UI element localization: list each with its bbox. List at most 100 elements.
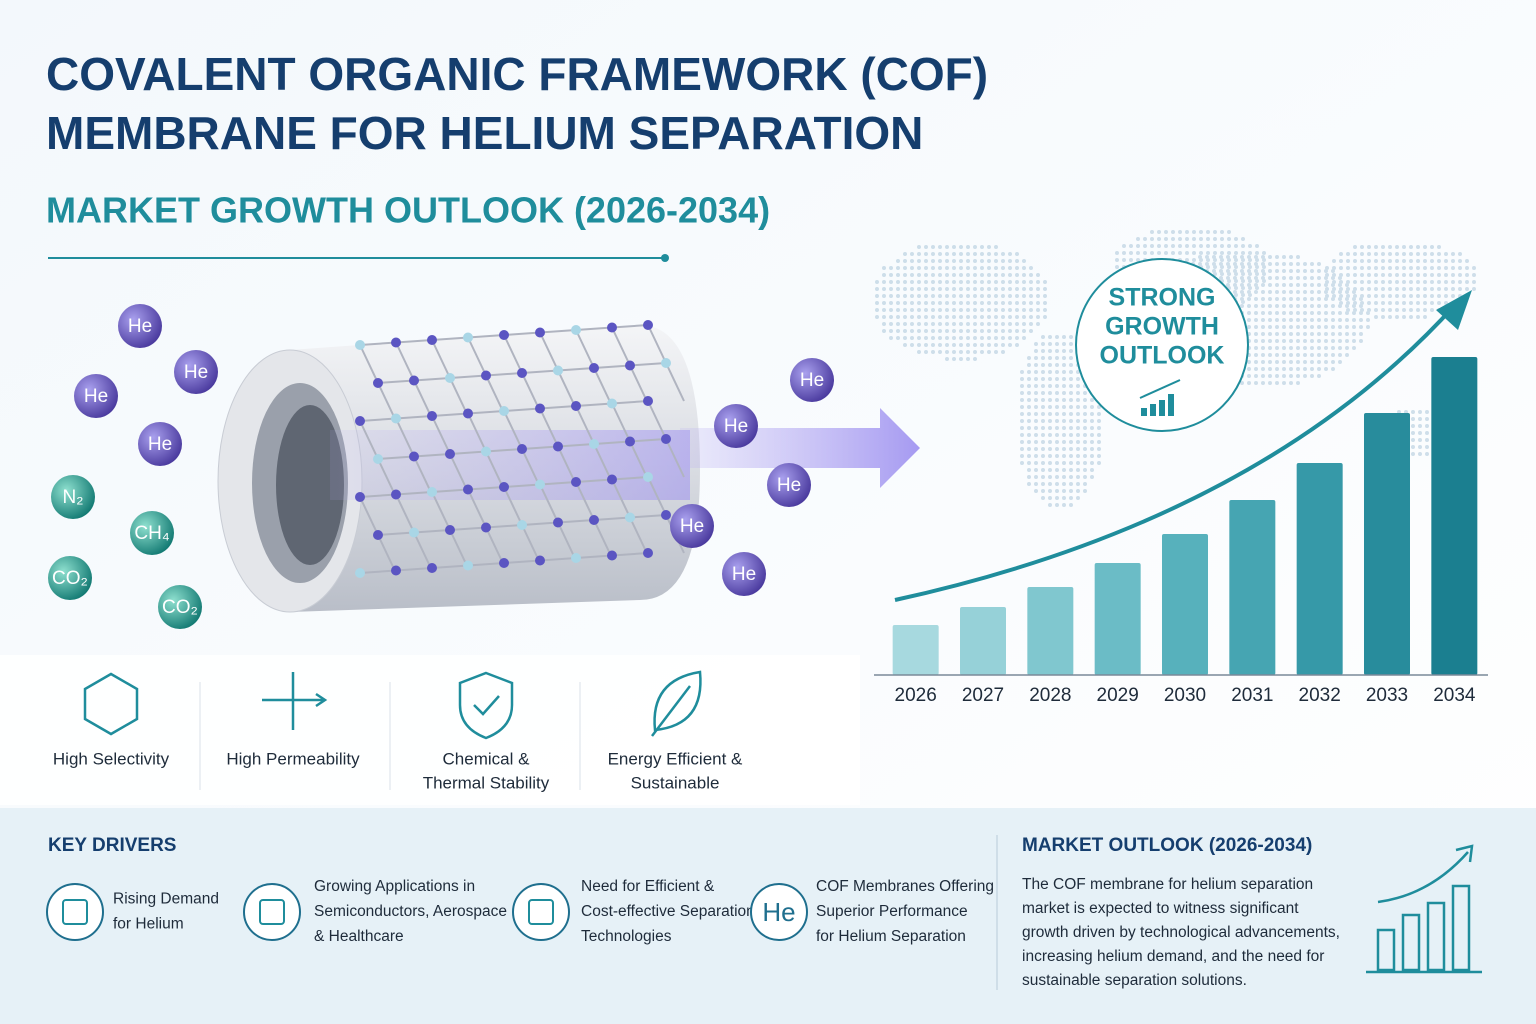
map-dot — [1331, 269, 1335, 273]
map-dot — [1374, 259, 1378, 263]
map-dot — [1055, 447, 1059, 451]
map-dot — [1254, 367, 1258, 371]
map-dot — [980, 315, 984, 319]
map-dot — [1310, 304, 1314, 308]
map-dot — [882, 287, 886, 291]
map-dot — [1289, 360, 1293, 364]
atom — [355, 340, 365, 350]
molecule-label: CO₂ — [162, 597, 198, 618]
map-dot — [1171, 251, 1175, 255]
map-dot — [882, 308, 886, 312]
badge-circle — [1075, 258, 1249, 432]
map-dot — [1324, 283, 1328, 287]
map-dot — [1234, 251, 1238, 255]
driver-icon-shape — [62, 899, 88, 925]
map-dot — [1247, 290, 1251, 294]
map-dot — [1247, 283, 1251, 287]
driver-text: Technologies — [581, 928, 672, 945]
map-dot — [924, 329, 928, 333]
map-dot — [1034, 384, 1038, 388]
map-dot — [1097, 440, 1101, 444]
map-dot — [1409, 245, 1413, 249]
map-dot — [1055, 370, 1059, 374]
map-dot — [1213, 237, 1217, 241]
map-dot — [1069, 440, 1073, 444]
map-dot — [1001, 266, 1005, 270]
map-dot — [1437, 301, 1441, 305]
map-dot — [1282, 276, 1286, 280]
map-dot — [1275, 353, 1279, 357]
map-dot — [1409, 287, 1413, 291]
map-dot — [980, 273, 984, 277]
map-dot — [1262, 251, 1266, 255]
map-dot — [1122, 258, 1126, 262]
map-dot — [980, 287, 984, 291]
molecule — [138, 422, 182, 466]
map-dot — [1020, 384, 1024, 388]
atom — [481, 370, 491, 381]
map-dot — [1062, 482, 1066, 486]
map-dot — [1069, 405, 1073, 409]
map-dot — [1331, 360, 1335, 364]
molecule — [118, 304, 162, 348]
map-dot — [1027, 370, 1031, 374]
map-dot — [1219, 255, 1223, 259]
map-dot — [1020, 447, 1024, 451]
map-dot — [1062, 475, 1066, 479]
map-dot — [1062, 356, 1066, 360]
map-dot — [1289, 262, 1293, 266]
map-dot — [980, 294, 984, 298]
atom — [481, 522, 491, 533]
map-dot — [1192, 230, 1196, 234]
map-dot — [1418, 438, 1422, 442]
map-dot — [1062, 391, 1066, 395]
map-dot — [931, 252, 935, 256]
map-dot — [1220, 265, 1224, 269]
map-dot — [1083, 461, 1087, 465]
map-dot — [1430, 294, 1434, 298]
map-dot — [910, 259, 914, 263]
map-dot — [1227, 272, 1231, 276]
map-dot — [945, 350, 949, 354]
map-dot — [994, 245, 998, 249]
map-dot — [1069, 377, 1073, 381]
bond — [503, 407, 541, 412]
map-dot — [945, 287, 949, 291]
map-dot — [1402, 308, 1406, 312]
bond — [629, 438, 667, 443]
map-dot — [924, 280, 928, 284]
map-dot — [1233, 255, 1237, 259]
map-dot — [1226, 262, 1230, 266]
map-dot — [1353, 294, 1357, 298]
map-dot — [1411, 431, 1415, 435]
map-dot — [1254, 304, 1258, 308]
outlook-text: market is expected to witness significan… — [1022, 900, 1299, 917]
atom — [589, 363, 599, 373]
map-dot — [1275, 374, 1279, 378]
map-dot — [987, 287, 991, 291]
map-dot — [1241, 293, 1245, 297]
map-dot — [1338, 304, 1342, 308]
map-dot — [1303, 353, 1307, 357]
map-dot — [1388, 287, 1392, 291]
map-dot — [959, 259, 963, 263]
map-dot — [910, 301, 914, 305]
map-dot — [1240, 269, 1244, 273]
map-dot — [1296, 276, 1300, 280]
map-dot — [1345, 346, 1349, 350]
bond — [611, 479, 631, 518]
map-dot — [1282, 374, 1286, 378]
map-dot — [1015, 273, 1019, 277]
map-dot — [1041, 405, 1045, 409]
map-dot — [1425, 445, 1429, 449]
map-dot — [1062, 377, 1066, 381]
map-dot — [1310, 346, 1314, 350]
map-dot — [1020, 398, 1024, 402]
atom — [391, 489, 401, 500]
map-dot — [966, 336, 970, 340]
atom — [355, 492, 365, 502]
map-dot — [1303, 332, 1307, 336]
map-dot — [1254, 353, 1258, 357]
map-dot — [1423, 287, 1427, 291]
map-dot — [1437, 280, 1441, 284]
